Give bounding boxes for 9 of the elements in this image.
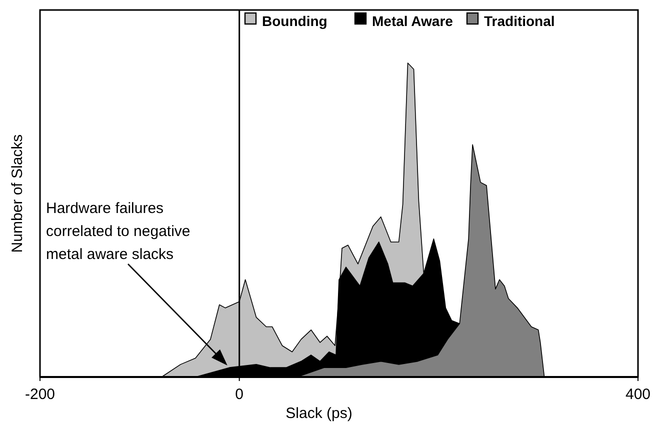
legend-label: Traditional — [484, 13, 555, 29]
x-tick-label: -200 — [24, 386, 56, 403]
legend-label: Bounding — [262, 13, 328, 29]
x-tick-label: 0 — [235, 386, 244, 403]
y-axis-title: Number of Slacks — [9, 134, 26, 253]
legend-label: Metal Aware — [372, 13, 454, 29]
annotation: Hardware failures correlated to negative metal aware slacks — [46, 200, 190, 263]
x-tick-label: 400 — [625, 386, 651, 403]
x-axis-title: Slack (ps) — [286, 405, 352, 422]
